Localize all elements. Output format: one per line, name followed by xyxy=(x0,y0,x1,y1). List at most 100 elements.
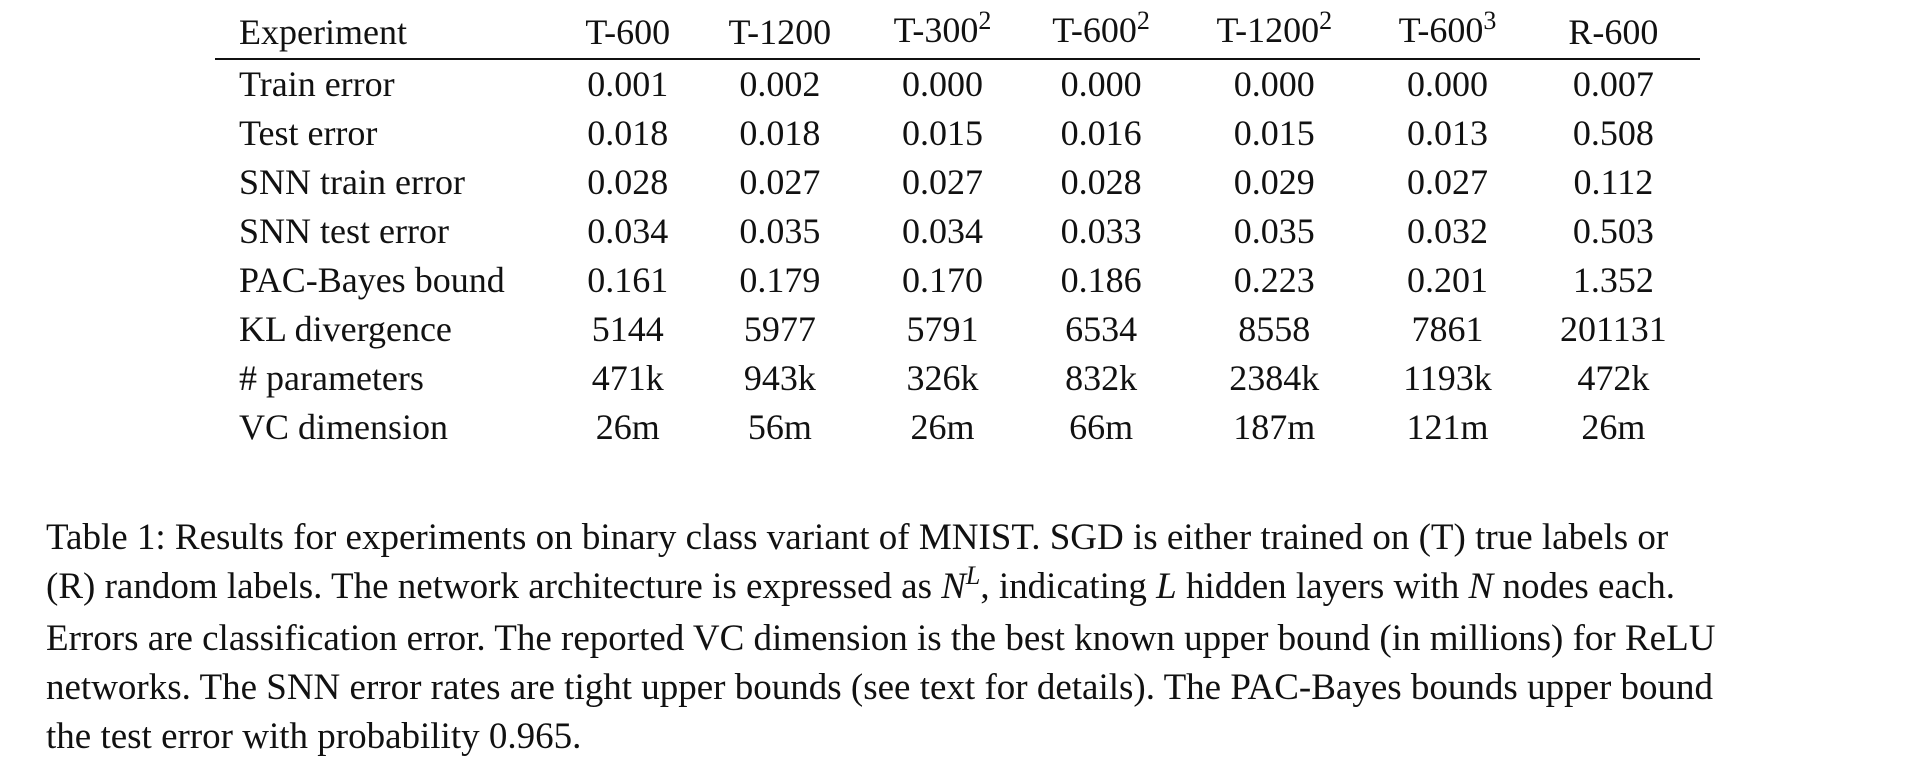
row-label: Test error xyxy=(239,113,378,153)
column-header-label: T-300 xyxy=(893,10,979,50)
row-label: # parameters xyxy=(239,358,424,398)
column-header-label: T-1200 xyxy=(1216,10,1320,50)
table-cell: 0.027 xyxy=(739,162,821,202)
table-row: SNN test error 0.034 0.035 0.034 0.033 0.035 0… xyxy=(215,207,1700,256)
table-cell: 2384k xyxy=(1229,358,1320,398)
table-cell: 7861 xyxy=(1411,309,1484,349)
table-cell: 5791 xyxy=(906,309,979,349)
row-label: KL divergence xyxy=(239,309,452,349)
table-row: Train error 0.001 0.002 0.000 0.000 0.000 0.00… xyxy=(215,59,1700,109)
caption-line-5: the test error with probability 0.965. xyxy=(46,716,582,757)
column-header-label: T-600 xyxy=(1052,10,1137,50)
row-label: PAC-Bayes bound xyxy=(239,260,505,300)
table-cell: 0.027 xyxy=(1406,162,1488,202)
table-cell: 0.000 xyxy=(1233,64,1315,104)
caption-line-3: Errors are classification error. The rep… xyxy=(46,618,1716,659)
math-N-power-L: NL xyxy=(941,561,980,607)
table-cell: 66m xyxy=(1069,407,1134,447)
table-cell: 0.170 xyxy=(901,260,983,300)
table-cell: 0.018 xyxy=(739,113,821,153)
table-caption: Table 1: Results for experiments on bina… xyxy=(46,513,1876,761)
column-header: T-6003 xyxy=(1368,6,1527,59)
results-table: Experiment T-600 T-1200 T-3002 T-6002 T-12002… xyxy=(215,6,1700,452)
table-body: Train error 0.001 0.002 0.000 0.000 0.000 0.00… xyxy=(215,59,1700,452)
table-cell: 0.002 xyxy=(739,64,821,104)
math-symbol-N: N xyxy=(941,566,966,607)
math-superscript-L: L xyxy=(965,561,981,590)
table-cell: 0.033 xyxy=(1060,211,1142,251)
table-cell: 0.007 xyxy=(1572,64,1654,104)
column-header-exponent: 2 xyxy=(1136,6,1150,35)
table-cell: 201131 xyxy=(1560,309,1667,349)
table-cell: 0.161 xyxy=(587,260,669,300)
caption-text: (R) random labels. The network architect… xyxy=(46,566,942,607)
column-header: T-6002 xyxy=(1022,6,1181,59)
column-header: T-3002 xyxy=(863,6,1022,59)
table-cell: 326k xyxy=(906,358,979,398)
table-cell: 0.000 xyxy=(1060,64,1142,104)
table-cell: 26m xyxy=(1581,407,1646,447)
table-cell: 0.186 xyxy=(1060,260,1142,300)
column-header-label: T-600 xyxy=(1398,10,1484,50)
table-cell: 187m xyxy=(1233,407,1316,447)
table-cell: 0.015 xyxy=(1233,113,1315,153)
table-row: KL divergence 5144 5977 5791 6534 8558 7861 201… xyxy=(215,305,1700,354)
table-cell: 0.034 xyxy=(901,211,983,251)
table-row: Test error 0.018 0.018 0.015 0.016 0.015 0.013… xyxy=(215,109,1700,158)
table-cell: 0.112 xyxy=(1573,162,1654,202)
table-cell: 0.035 xyxy=(739,211,821,251)
table-row: # parameters 471k 943k 326k 832k 2384k 1193k 47… xyxy=(215,354,1700,403)
column-header-label: T-600 xyxy=(585,11,671,52)
table-cell: 0.223 xyxy=(1233,260,1315,300)
table-cell: 1.352 xyxy=(1572,260,1654,300)
table-cell: 0.179 xyxy=(739,260,821,300)
column-header-exponent: 2 xyxy=(978,6,992,35)
table-cell: 26m xyxy=(910,407,975,447)
table-cell: 8558 xyxy=(1238,309,1311,349)
column-header: T-12002 xyxy=(1180,6,1368,59)
table-cell: 56m xyxy=(747,407,812,447)
caption-text: hidden layers with xyxy=(1176,566,1469,607)
column-header-label: T-1200 xyxy=(728,11,832,52)
table-cell: 121m xyxy=(1406,407,1489,447)
row-label: VC dimension xyxy=(239,407,449,447)
row-label: SNN test error xyxy=(239,211,449,251)
caption-text: , indicating xyxy=(980,566,1157,607)
table-header: Experiment T-600 T-1200 T-3002 T-6002 T-12002… xyxy=(215,6,1700,59)
table-cell: 5977 xyxy=(743,309,816,349)
table-cell: 943k xyxy=(743,358,816,398)
column-header-label: Experiment xyxy=(239,11,407,52)
caption-text: nodes each. xyxy=(1493,566,1676,607)
row-label: Train error xyxy=(239,64,395,104)
table-cell: 1193k xyxy=(1403,358,1492,398)
table-cell: 0.018 xyxy=(587,113,669,153)
table-cell: 0.034 xyxy=(587,211,669,251)
table-cell: 0.508 xyxy=(1572,113,1654,153)
table-cell: 5144 xyxy=(591,309,664,349)
column-header-label: R-600 xyxy=(1568,11,1659,52)
caption-line-2: (R) random labels. The network architect… xyxy=(46,561,1876,614)
row-label: SNN train error xyxy=(239,162,465,202)
math-symbol-L: L xyxy=(1156,566,1177,607)
table-cell: 0.035 xyxy=(1233,211,1315,251)
table-cell: 0.201 xyxy=(1406,260,1488,300)
table-cell: 0.016 xyxy=(1060,113,1142,153)
column-header: T-600 xyxy=(559,6,696,59)
column-header: R-600 xyxy=(1527,6,1700,59)
table-cell: 0.028 xyxy=(1060,162,1142,202)
table-cell: 0.028 xyxy=(587,162,669,202)
table-cell: 26m xyxy=(595,407,660,447)
caption-line-4: networks. The SNN error rates are tight … xyxy=(46,667,1714,708)
column-header-experiment: Experiment xyxy=(215,6,559,59)
table-cell: 0.000 xyxy=(901,64,983,104)
column-header-exponent: 3 xyxy=(1483,6,1497,35)
table-cell: 471k xyxy=(591,358,664,398)
table-cell: 0.001 xyxy=(587,64,669,104)
table-cell: 472k xyxy=(1577,358,1650,398)
table-cell: 0.015 xyxy=(901,113,983,153)
table-cell: 0.029 xyxy=(1233,162,1315,202)
table-cell: 0.032 xyxy=(1406,211,1488,251)
caption-line-1: Table 1: Results for experiments on bina… xyxy=(46,517,1669,558)
table-row: PAC-Bayes bound 0.161 0.179 0.170 0.186 0.223… xyxy=(215,256,1700,305)
table-cell: 832k xyxy=(1065,358,1138,398)
